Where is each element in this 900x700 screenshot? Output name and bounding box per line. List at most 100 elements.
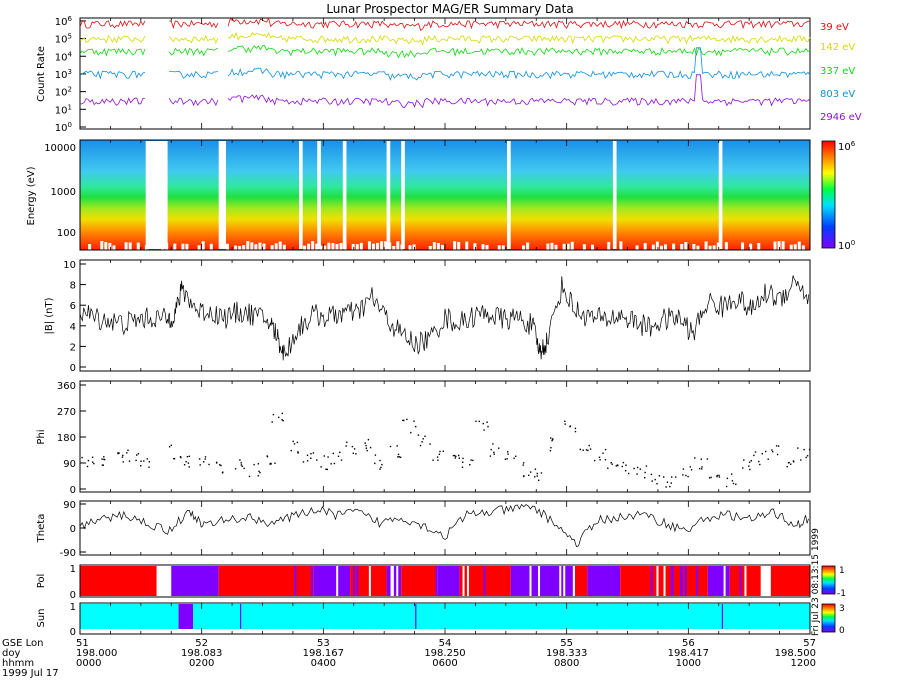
- x-lon-tick: 55: [560, 638, 573, 649]
- phi-point: [241, 465, 243, 467]
- count-rate-tick-base: 10: [55, 70, 68, 81]
- spectrogram-edge: [396, 241, 400, 250]
- spectrogram-edge: [388, 242, 392, 250]
- spectrogram-gap-0: [145, 141, 168, 249]
- x-hhmm-tick: 0200: [189, 658, 214, 669]
- spectrogram-edge: [108, 242, 112, 250]
- spectrogram-edge: [201, 241, 205, 250]
- theta-tick: 90: [63, 500, 76, 511]
- pol-panel: Pol 1 0 1 -1: [36, 564, 846, 601]
- phi-point: [639, 468, 641, 470]
- phi-point: [369, 446, 372, 449]
- btot-line: [79, 275, 810, 361]
- spectrogram-edge: [457, 241, 461, 250]
- phi-point: [326, 468, 328, 471]
- pol-stripe: [368, 566, 371, 596]
- phi-point: [698, 467, 701, 470]
- phi-point: [538, 479, 540, 481]
- spectrogram-edge: [704, 241, 708, 250]
- spectrogram-colorbar: [821, 140, 836, 249]
- phi-point: [771, 449, 773, 451]
- spectrogram-edge: [351, 243, 355, 250]
- sun-colorbar: [821, 603, 836, 633]
- phi-point: [701, 466, 703, 468]
- figure-title: Lunar Prospector MAG/ER Summary Data: [326, 2, 573, 16]
- x-hhmm-tick: 0000: [76, 658, 101, 669]
- phi-point: [585, 449, 588, 451]
- phi-point: [337, 455, 340, 457]
- spectrogram-edge: [643, 243, 647, 250]
- phi-point: [399, 456, 402, 458]
- phi-point: [574, 430, 577, 433]
- phi-point: [258, 470, 260, 472]
- pol-stripe: [760, 566, 763, 596]
- theta-ylabel: Theta: [36, 514, 47, 544]
- pol-stripe: [663, 566, 666, 596]
- btot-tick: 2: [70, 342, 76, 353]
- phi-tick: 0: [70, 485, 76, 496]
- btot-tick: 8: [70, 281, 76, 292]
- spectrogram-edge: [465, 241, 469, 250]
- phi-point: [208, 463, 210, 466]
- phi-point: [694, 457, 696, 459]
- phi-point: [803, 448, 805, 451]
- phi-point: [775, 445, 778, 447]
- phi-point: [87, 459, 90, 462]
- x-hhmm-tick: 1000: [676, 658, 701, 669]
- phi-point: [282, 420, 284, 422]
- phi-point: [458, 457, 460, 459]
- phi-point: [636, 466, 639, 469]
- phi-point: [248, 475, 251, 478]
- phi-point: [127, 449, 129, 451]
- phi-tick: 270: [57, 407, 76, 418]
- count-rate-tick: 106: [55, 15, 73, 28]
- pol-segment-4: [313, 566, 351, 596]
- phi-point: [293, 443, 296, 445]
- phi-point: [379, 468, 381, 470]
- pol-segment-14: [707, 566, 730, 596]
- spectrogram-edge: [412, 244, 416, 250]
- count-rate-tick: 105: [55, 33, 72, 46]
- phi-point: [419, 444, 422, 447]
- pol-stripe: [483, 566, 486, 596]
- phi-point: [121, 456, 124, 458]
- spectrogram-gap-1: [218, 141, 226, 249]
- spectrogram-edge: [384, 241, 388, 250]
- phi-point: [122, 461, 124, 463]
- spectrogram-edge: [664, 244, 667, 250]
- theta-frame: [79, 500, 811, 556]
- phi-point: [136, 454, 138, 456]
- phi-point: [455, 455, 457, 458]
- phi-point: [432, 459, 434, 461]
- phi-point: [297, 451, 299, 453]
- x-lon-tick: 51: [76, 638, 89, 649]
- phi-point: [651, 480, 653, 482]
- phi-point: [602, 452, 604, 454]
- spectrogram-edge: [128, 242, 132, 250]
- phi-point: [323, 455, 325, 457]
- phi-point: [611, 463, 613, 465]
- spectrogram-edge: [359, 242, 363, 250]
- spectrogram-edge: [672, 243, 676, 250]
- phi-point: [522, 464, 524, 466]
- spectrogram-edge: [335, 243, 339, 250]
- theta-tick: -90: [60, 548, 76, 559]
- phi-point: [671, 476, 673, 478]
- pol-stripe: [294, 566, 297, 596]
- phi-point: [101, 464, 104, 466]
- phi-point: [607, 467, 609, 469]
- pol-colorbar: [821, 565, 836, 595]
- spectrogram-edge: [88, 244, 92, 250]
- phi-point: [306, 454, 309, 456]
- pol-stripe: [391, 566, 394, 596]
- pol-stripe: [466, 566, 469, 596]
- phi-point: [644, 477, 646, 479]
- phi-point: [621, 465, 623, 468]
- count-rate-tick-base: 10: [55, 35, 68, 46]
- phi-point: [753, 454, 755, 457]
- spectrogram-gap-8: [612, 141, 617, 249]
- pol-stripe: [353, 566, 356, 596]
- phi-point: [253, 463, 255, 466]
- spectrogram-edge: [355, 244, 359, 250]
